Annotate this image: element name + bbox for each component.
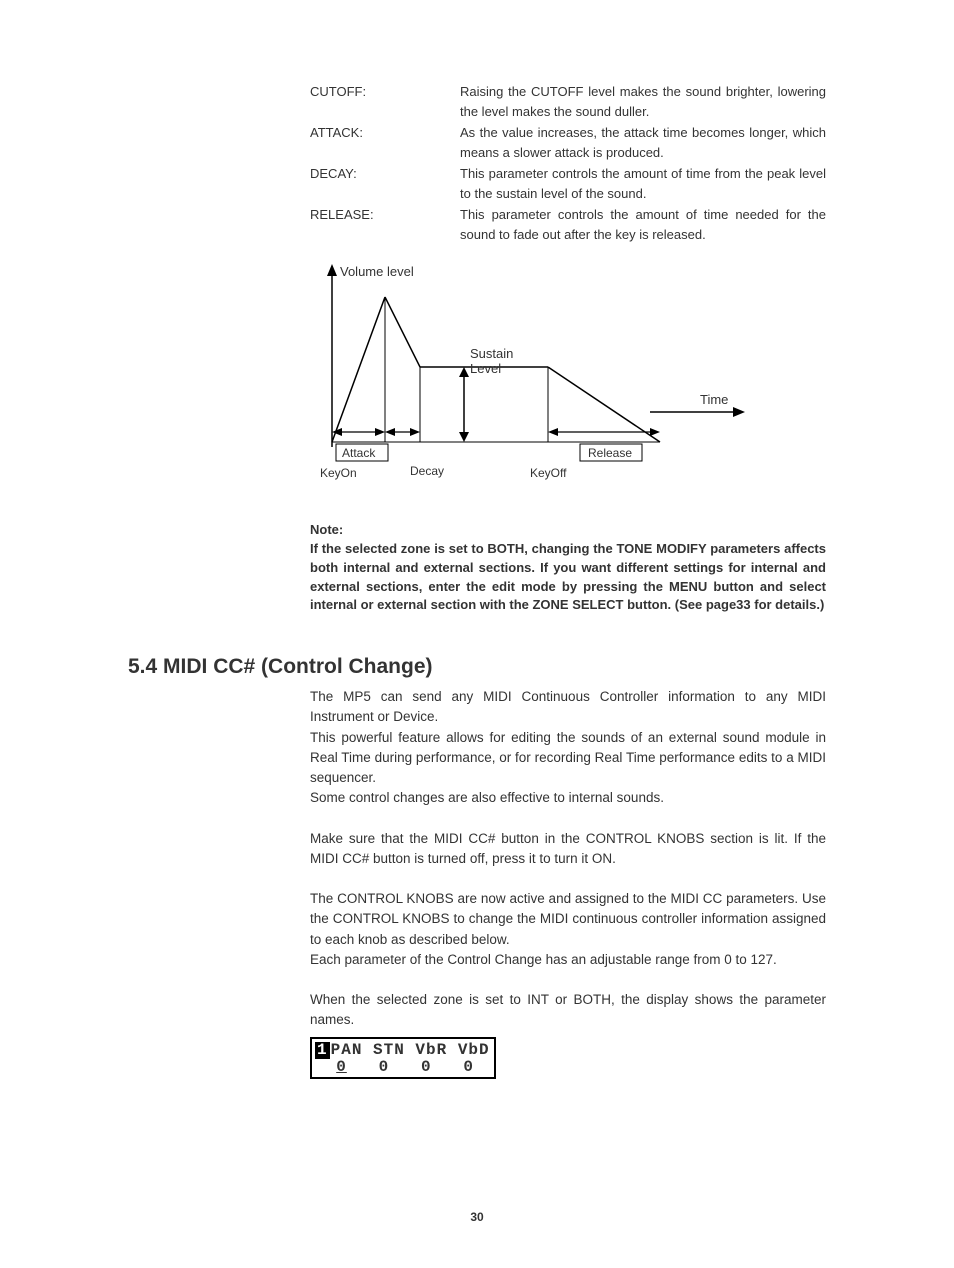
paragraph: The MP5 can send any MIDI Continuous Con… (310, 687, 826, 728)
decay-label: Decay (410, 464, 444, 478)
keyoff-label: KeyOff (530, 466, 567, 480)
definition-desc: As the value increases, the attack time … (460, 123, 826, 162)
note-block: Note: If the selected zone is set to BOT… (310, 521, 826, 615)
lcd-cursor-value: 0 (336, 1058, 347, 1076)
attack-label: Attack (342, 446, 376, 460)
sustain-label2: Level (470, 361, 501, 376)
lcd-row-2: 0 0 0 0 (315, 1059, 490, 1076)
definition-desc: This parameter controls the amount of ti… (460, 164, 826, 203)
definition-term: ATTACK: (310, 123, 460, 162)
sustain-label: Sustain (470, 346, 513, 361)
section-heading: 5.4 MIDI CC# (Control Change) (128, 655, 826, 679)
definition-list: CUTOFF: Raising the CUTOFF level makes t… (310, 82, 826, 244)
lcd-row2-rest: 0 0 0 (347, 1058, 474, 1076)
definition-row: RELEASE: This parameter controls the amo… (310, 205, 826, 244)
time-label: Time (700, 392, 728, 407)
lcd-row1-text: PAN STN VbR VbD (331, 1041, 490, 1059)
definition-desc: Raising the CUTOFF level makes the sound… (460, 82, 826, 121)
definition-desc: This parameter controls the amount of ti… (460, 205, 826, 244)
definition-row: DECAY: This parameter controls the amoun… (310, 164, 826, 203)
definition-row: ATTACK: As the value increases, the atta… (310, 123, 826, 162)
note-body: If the selected zone is set to BOTH, cha… (310, 540, 826, 615)
definition-term: CUTOFF: (310, 82, 460, 121)
adsr-envelope-svg: Volume level Sustain Level Time (320, 262, 770, 492)
paragraph: This powerful feature allows for editing… (310, 728, 826, 789)
keyon-label: KeyOn (320, 466, 357, 480)
y-axis-label: Volume level (340, 264, 414, 279)
envelope-diagram: Volume level Sustain Level Time (320, 262, 826, 497)
definition-term: DECAY: (310, 164, 460, 203)
paragraph: When the selected zone is set to INT or … (310, 990, 826, 1031)
paragraph: The CONTROL KNOBS are now active and ass… (310, 889, 826, 950)
note-heading: Note: (310, 521, 826, 540)
paragraph: Each parameter of the Control Change has… (310, 950, 826, 970)
definition-row: CUTOFF: Raising the CUTOFF level makes t… (310, 82, 826, 121)
paragraph: Make sure that the MIDI CC# button in th… (310, 829, 826, 870)
lcd-zone-badge: 1 (315, 1042, 330, 1059)
paragraph: Some control changes are also effective … (310, 788, 826, 808)
definition-term: RELEASE: (310, 205, 460, 244)
section-body: The MP5 can send any MIDI Continuous Con… (310, 687, 826, 1031)
lcd-display: 1PAN STN VbR VbD 0 0 0 0 (310, 1037, 496, 1080)
lcd-row-1: 1PAN STN VbR VbD (315, 1042, 490, 1059)
release-label: Release (588, 446, 632, 460)
page-number: 30 (0, 1210, 954, 1224)
